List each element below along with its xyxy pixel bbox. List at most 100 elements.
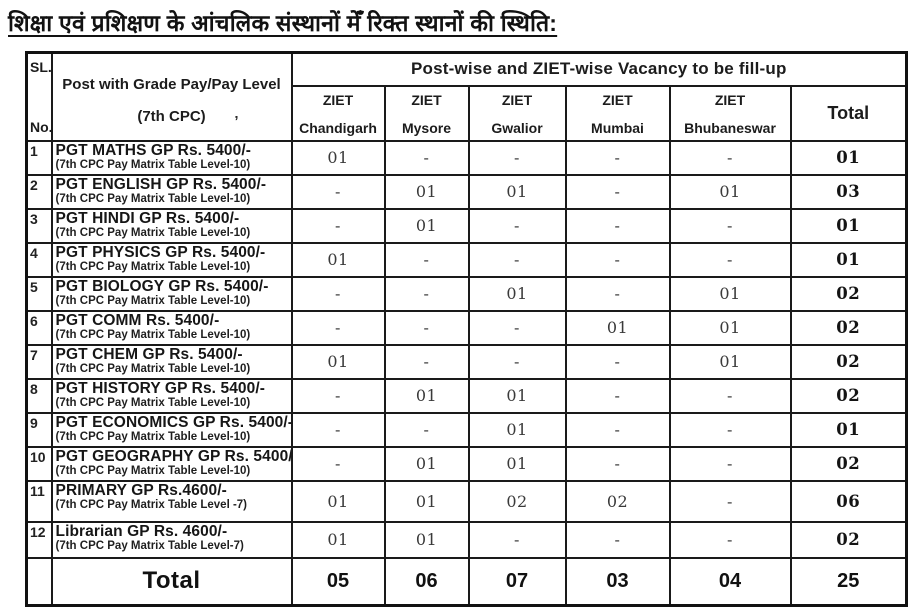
header-ziet-bhubaneswar: ZIET Bhubaneswar <box>668 84 792 142</box>
row-total-cell: 01 <box>789 241 908 278</box>
row-total-cell: 02 <box>789 520 908 559</box>
total-bhubaneswar: 04 <box>668 556 792 607</box>
post-cell: PGT GEOGRAPHY GP Rs. 5400/- (7th CPC Pay… <box>50 445 293 482</box>
post-pay-level: (7th CPC Pay Matrix Table Level-7) <box>55 540 244 553</box>
vacancy-cell-gwalior: - <box>467 520 567 559</box>
post-cell: PRIMARY GP Rs.4600/- (7th CPC Pay Matrix… <box>50 479 293 523</box>
vacancy-cell-gwalior: 01 <box>467 445 567 482</box>
post-pay-level: (7th CPC Pay Matrix Table Level-10) <box>55 159 251 172</box>
row-total-cell: 02 <box>789 275 908 312</box>
header-total: Total <box>789 84 908 142</box>
table-row: 7 PGT CHEM GP Rs. 5400/- (7th CPC Pay Ma… <box>25 343 908 380</box>
table-row: 9 PGT ECONOMICS GP Rs. 5400/- (7th CPC P… <box>25 411 908 448</box>
header-post-line1: Post with Grade Pay/Pay Level <box>62 75 281 93</box>
vacancy-cell-gwalior: 01 <box>467 275 567 312</box>
header-sl-no: SL. No. <box>25 51 53 142</box>
sl-cell: 3 <box>25 207 53 244</box>
row-total-cell: 01 <box>789 411 908 448</box>
ziet-label: ZIET <box>714 91 746 108</box>
grand-total: 25 <box>789 556 908 607</box>
vacancy-cell-mysore: 01 <box>383 479 470 523</box>
ziet-label: ZIET <box>322 91 354 108</box>
post-cell: PGT PHYSICS GP Rs. 5400/- (7th CPC Pay M… <box>50 241 293 278</box>
vacancy-cell-bhubaneswar: 01 <box>668 343 792 380</box>
row-total-cell: 02 <box>789 309 908 346</box>
vacancy-cell-bhubaneswar: 01 <box>668 173 792 210</box>
post-cell: PGT HINDI GP Rs. 5400/- (7th CPC Pay Mat… <box>50 207 293 244</box>
post-cell: PGT ECONOMICS GP Rs. 5400/- (7th CPC Pay… <box>50 411 293 448</box>
post-pay-level: (7th CPC Pay Matrix Table Level-10) <box>55 397 251 410</box>
post-name: PGT COMM Rs. 5400/- <box>55 311 220 329</box>
vacancy-cell-mysore: - <box>383 411 470 448</box>
table-row: 6 PGT COMM Rs. 5400/- (7th CPC Pay Matri… <box>25 309 908 346</box>
vacancy-cell-mysore: 01 <box>383 520 470 559</box>
ziet-label: ZIET <box>411 91 442 108</box>
vacancy-cell-bhubaneswar: - <box>668 377 792 414</box>
vacancy-cell-gwalior: - <box>467 241 567 278</box>
vacancy-cell-chandigarh: - <box>290 445 386 482</box>
row-total-cell: 02 <box>789 445 908 482</box>
table-row: 3 PGT HINDI GP Rs. 5400/- (7th CPC Pay M… <box>25 207 908 244</box>
post-name: PGT MATHS GP Rs. 5400/- <box>55 141 252 159</box>
vacancy-cell-gwalior: 01 <box>467 173 567 210</box>
vacancy-cell-mysore: 01 <box>383 173 470 210</box>
table-row: 2 PGT ENGLISH GP Rs. 5400/- (7th CPC Pay… <box>25 173 908 210</box>
header-post: Post with Grade Pay/Pay Level (7th CPC) … <box>50 51 293 142</box>
vacancy-cell-bhubaneswar: - <box>668 520 792 559</box>
vacancy-cell-chandigarh: 01 <box>290 479 386 523</box>
table-row: 5 PGT BIOLOGY GP Rs. 5400/- (7th CPC Pay… <box>25 275 908 312</box>
vacancy-cell-gwalior: - <box>467 309 567 346</box>
total-chandigarh: 05 <box>290 556 386 607</box>
vacancy-cell-mysore: - <box>383 343 470 380</box>
vacancy-cell-bhubaneswar: - <box>668 411 792 448</box>
post-cell: PGT COMM Rs. 5400/- (7th CPC Pay Matrix … <box>50 309 293 346</box>
ziet-city: Gwalior <box>491 119 543 136</box>
vacancy-cell-mysore: - <box>383 309 470 346</box>
post-pay-level: (7th CPC Pay Matrix Table Level-10) <box>55 431 251 444</box>
sl-cell: 7 <box>25 343 53 380</box>
vacancy-cell-gwalior: 02 <box>467 479 567 523</box>
row-total-cell: 06 <box>789 479 908 523</box>
vacancy-table: SL. No. Post with Grade Pay/Pay Level (7… <box>25 51 909 607</box>
post-cell: PGT CHEM GP Rs. 5400/- (7th CPC Pay Matr… <box>50 343 293 380</box>
post-pay-level: (7th CPC Pay Matrix Table Level-10) <box>55 261 251 274</box>
vacancy-cell-chandigarh: 01 <box>290 241 386 278</box>
row-total-cell: 02 <box>789 343 908 380</box>
post-name: PGT ECONOMICS GP Rs. 5400/- <box>55 413 292 431</box>
post-name: PGT HISTORY GP Rs. 5400/- <box>55 379 266 397</box>
post-pay-level: (7th CPC Pay Matrix Table Level -7) <box>55 499 248 512</box>
post-pay-level: (7th CPC Pay Matrix Table Level-10) <box>55 329 251 342</box>
vacancy-cell-gwalior: - <box>467 343 567 380</box>
post-name: PGT HINDI GP Rs. 5400/- <box>55 209 240 227</box>
vacancy-cell-mysore: 01 <box>383 445 470 482</box>
vacancy-cell-chandigarh: - <box>290 309 386 346</box>
header-ziet-gwalior: ZIET Gwalior <box>467 84 567 142</box>
ziet-label: ZIET <box>501 91 533 108</box>
header-ziet-mysore: ZIET Mysore <box>383 84 470 142</box>
sl-cell: 5 <box>25 275 53 312</box>
vacancy-cell-mumbai: - <box>564 343 671 380</box>
vacancy-cell-chandigarh: - <box>290 411 386 448</box>
post-cell: PGT BIOLOGY GP Rs. 5400/- (7th CPC Pay M… <box>50 275 293 312</box>
post-cell: PGT HISTORY GP Rs. 5400/- (7th CPC Pay M… <box>50 377 293 414</box>
table-row: 4 PGT PHYSICS GP Rs. 5400/- (7th CPC Pay… <box>25 241 908 278</box>
vacancy-cell-mumbai: - <box>564 241 671 278</box>
sl-cell: 1 <box>25 139 53 176</box>
post-pay-level: (7th CPC Pay Matrix Table Level-10) <box>55 363 251 376</box>
vacancy-cell-gwalior: 01 <box>467 377 567 414</box>
sl-cell: 9 <box>25 411 53 448</box>
ziet-label: ZIET <box>602 91 633 108</box>
table-row: 8 PGT HISTORY GP Rs. 5400/- (7th CPC Pay… <box>25 377 908 414</box>
post-cell: PGT ENGLISH GP Rs. 5400/- (7th CPC Pay M… <box>50 173 293 210</box>
table-body: 1 PGT MATHS GP Rs. 5400/- (7th CPC Pay M… <box>25 139 908 559</box>
table-row: 1 PGT MATHS GP Rs. 5400/- (7th CPC Pay M… <box>25 139 908 176</box>
vacancy-cell-bhubaneswar: - <box>668 479 792 523</box>
vacancy-cell-gwalior: - <box>467 139 567 176</box>
post-name: PGT PHYSICS GP Rs. 5400/- <box>55 243 266 261</box>
total-row-empty-cell <box>25 556 53 607</box>
table-header: SL. No. Post with Grade Pay/Pay Level (7… <box>25 51 908 142</box>
vacancy-cell-chandigarh: - <box>290 173 386 210</box>
sl-cell: 6 <box>25 309 53 346</box>
vacancy-cell-chandigarh: 01 <box>290 343 386 380</box>
